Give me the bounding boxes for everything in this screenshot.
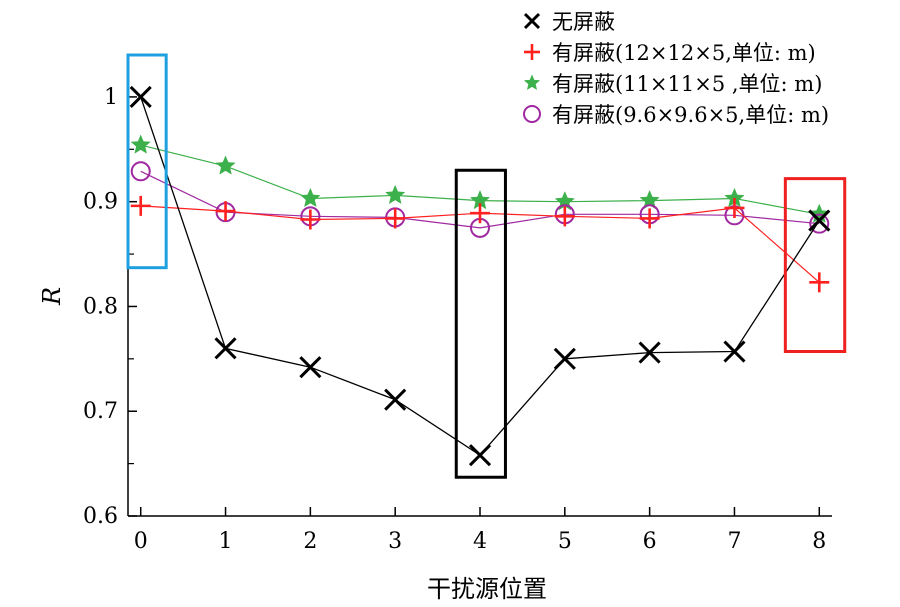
data-point [554,206,575,227]
data-point [724,197,745,218]
data-point [385,184,406,205]
data-point [300,187,321,208]
data-point [553,347,576,370]
x-tick-label: 0 [134,529,148,554]
x-tick-label: 3 [388,529,402,554]
data-point [215,155,236,175]
highlight-box [454,168,507,479]
data-point [468,444,492,467]
data-point [470,203,490,224]
legend-label: 有屏蔽(11×11×5 ,单位: m) [552,72,822,96]
legend-marker [524,44,540,60]
data-point [638,341,661,364]
x-tick-label: 4 [473,529,487,554]
data-point [130,134,151,154]
legend-item: 无屏蔽 [523,10,615,34]
data-point [130,161,151,182]
x-tick-label: 1 [219,529,233,554]
series-group [129,85,831,467]
series-line [140,96,820,457]
y-tick-label: 0.6 [83,504,118,529]
series-x [129,85,831,467]
data-point [384,388,407,411]
highlight-box [783,177,847,354]
axes: 0 1 2 3 4 5 6 7 8 0.6 0.7 0.8 0.9 1 [83,55,832,554]
x-tick-label: 6 [643,529,657,554]
legend-item: 有屏蔽(9.6×9.6×5,单位: m) [523,103,829,127]
data-point [215,201,236,222]
data-point [809,272,830,293]
data-point [723,340,746,363]
data-point [639,208,660,229]
x-tick-label: 8 [812,529,826,554]
y-tick-label: 0.7 [83,399,118,424]
data-point [214,337,237,360]
y-tick-label: 0.9 [83,190,118,215]
data-point [299,356,322,379]
data-point [300,209,321,230]
legend-item: 有屏蔽(12×12×5,单位: m) [524,41,816,65]
series-plus [130,195,830,293]
legend-label: 无屏蔽 [552,10,615,34]
legend-marker [523,105,541,123]
legend-marker [523,12,541,30]
data-point [808,209,831,232]
data-point [130,195,151,216]
legend-item: 有屏蔽(11×11×5 ,单位: m) [523,72,822,96]
x-tick-label: 2 [303,529,317,554]
highlight-boxes [126,53,847,479]
x-tick-label: 7 [727,529,741,554]
x-tick-label: 5 [558,529,572,554]
y-tick-label: 1 [104,85,118,110]
highlight-box [126,53,168,270]
data-point [809,213,830,234]
legend-marker [523,74,541,91]
data-point [385,208,406,229]
y-tick-label: 0.8 [83,294,118,319]
x-axis-title: 干扰源位置 [427,575,547,603]
data-point [129,85,152,108]
legend-label: 有屏蔽(12×12×5,单位: m) [552,41,816,65]
legend-label: 有屏蔽(9.6×9.6×5,单位: m) [552,103,829,127]
y-axis-title: R [38,287,66,306]
